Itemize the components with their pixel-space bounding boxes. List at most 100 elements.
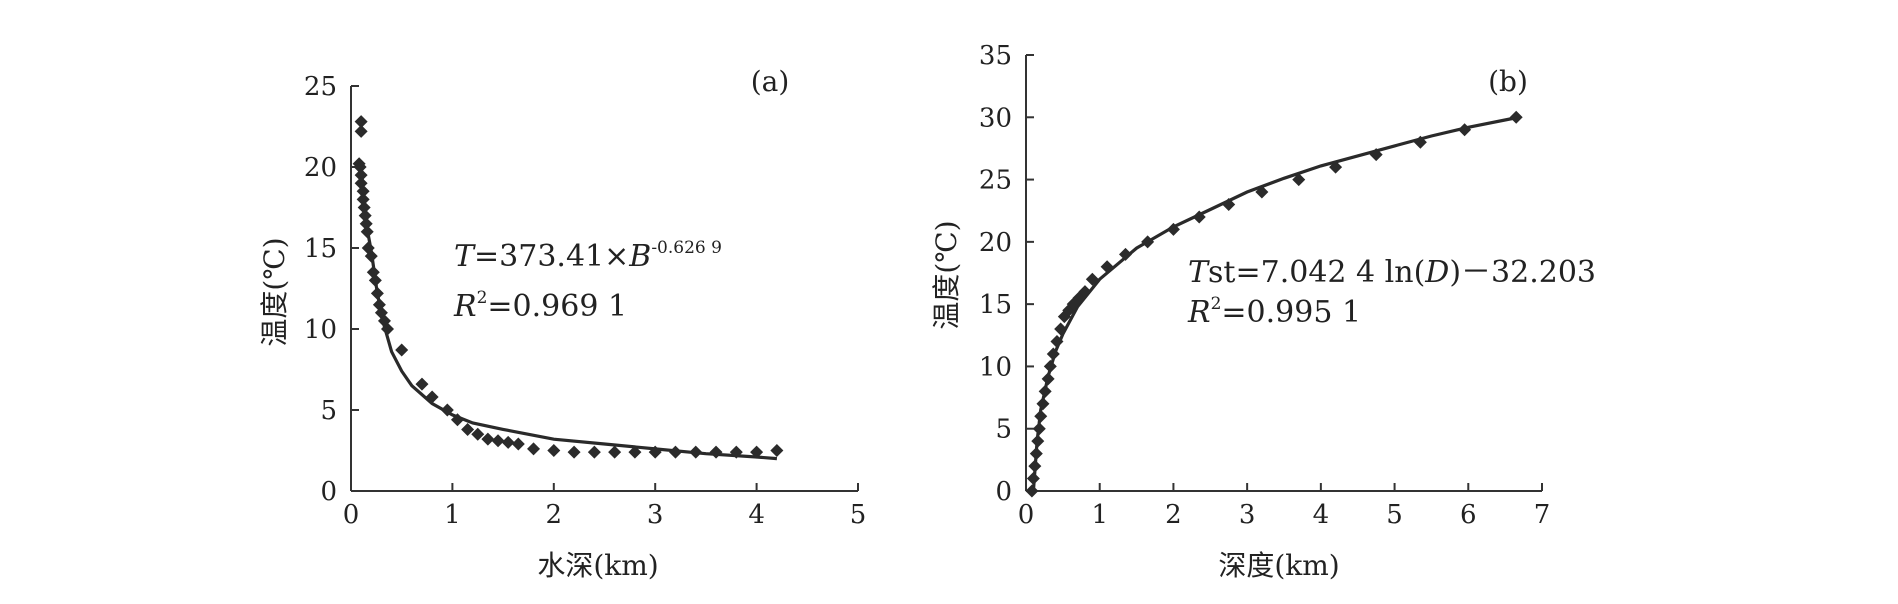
- data-point-a: [354, 115, 368, 129]
- equation-b-var: D: [1424, 255, 1449, 290]
- y-tick-label-b: 35: [979, 41, 1012, 71]
- y-axis-label-a: 温度(℃): [258, 237, 291, 346]
- data-point-a: [354, 124, 368, 138]
- data-point-b: [1078, 285, 1092, 299]
- r2-a-symbol: R: [453, 289, 477, 324]
- data-point-b: [1041, 372, 1055, 386]
- data-point-a: [381, 322, 395, 336]
- r2-a: R2=0.969 1: [453, 288, 627, 324]
- equation-a: T=373.41×B-0.626 9: [454, 238, 722, 274]
- panel-label-b: (b): [1488, 65, 1528, 98]
- x-tick-label-a: 5: [850, 500, 867, 530]
- data-point-a: [356, 192, 370, 206]
- y-tick-label-a: 10: [304, 315, 337, 345]
- data-point-a: [425, 390, 439, 404]
- data-point-b: [1031, 434, 1045, 448]
- x-axis-label-b: 深度(km): [1218, 549, 1339, 582]
- data-point-b: [1028, 459, 1042, 473]
- data-point-b: [1255, 185, 1269, 199]
- r2-b-value: =0.995 1: [1221, 295, 1361, 330]
- data-point-a: [360, 225, 374, 239]
- y-tick-label-a: 15: [304, 234, 337, 264]
- equation-b-mid: st=7.042 4 ln(: [1208, 255, 1425, 290]
- data-point-a: [358, 209, 372, 223]
- data-point-b: [1026, 472, 1040, 486]
- x-tick-label-b: 7: [1534, 500, 1551, 530]
- data-point-b: [1192, 210, 1206, 224]
- data-point-a: [527, 442, 541, 456]
- y-tick-label-b: 25: [979, 166, 1012, 196]
- r2-a-sup: 2: [477, 288, 488, 308]
- y-tick-label-b: 10: [979, 352, 1012, 382]
- data-point-a: [353, 160, 367, 174]
- x-tick-label-b: 0: [1018, 500, 1035, 530]
- x-tick-label-b: 5: [1386, 500, 1403, 530]
- r2-b: R2=0.995 1: [1187, 294, 1361, 330]
- equation-a-var: B: [628, 239, 651, 274]
- data-point-a: [471, 427, 485, 441]
- chart-a: (a) T=373.41×B-0.626 9 R2=0.969 1 水深(km)…: [258, 65, 866, 582]
- data-point-a: [491, 434, 505, 448]
- equation-a-exp: -0.626 9: [651, 238, 722, 258]
- data-point-a: [729, 445, 743, 459]
- panel-label-a: (a): [751, 65, 790, 98]
- equation-a-mid: =373.41×: [474, 239, 629, 274]
- x-tick-label-b: 1: [1091, 500, 1108, 530]
- x-tick-label-b: 6: [1460, 500, 1477, 530]
- data-point-a: [587, 445, 601, 459]
- data-point-b: [1038, 384, 1052, 398]
- data-point-b: [1369, 148, 1383, 162]
- x-tick-label-a: 4: [748, 500, 765, 530]
- x-tick-label-b: 2: [1165, 500, 1182, 530]
- data-point-b: [1029, 447, 1043, 461]
- data-point-b: [1413, 135, 1427, 149]
- equation-b-rest: )－32.203: [1449, 255, 1596, 290]
- x-tick-label-a: 3: [647, 500, 664, 530]
- data-point-b: [1509, 110, 1523, 124]
- x-tick-label-b: 4: [1313, 500, 1330, 530]
- y-tick-label-b: 0: [995, 477, 1012, 507]
- data-point-a: [440, 403, 454, 417]
- data-point-b: [1166, 222, 1180, 236]
- r2-b-sup: 2: [1211, 294, 1222, 314]
- y-axis-label-b: 温度(℃): [930, 220, 963, 329]
- data-point-b: [1292, 173, 1306, 187]
- data-point-a: [547, 444, 561, 457]
- data-point-b: [1329, 160, 1343, 174]
- data-point-a: [511, 437, 525, 451]
- y-tick-label-a: 5: [320, 396, 337, 426]
- data-point-a: [368, 273, 382, 287]
- equation-b: Tst=7.042 4 ln(D)－32.203: [1188, 255, 1596, 290]
- data-point-b: [1032, 422, 1046, 436]
- data-point-a: [628, 445, 642, 459]
- x-tick-label-a: 0: [343, 500, 360, 530]
- data-point-a: [461, 422, 475, 436]
- data-point-a: [648, 445, 662, 459]
- y-tick-label-b: 20: [979, 228, 1012, 258]
- x-axis-label-a: 水深(km): [537, 549, 658, 582]
- data-point-b: [1025, 484, 1039, 498]
- data-point-a: [450, 413, 464, 427]
- r2-b-symbol: R: [1187, 295, 1211, 330]
- data-point-a: [370, 286, 384, 300]
- r2-a-value: =0.969 1: [487, 289, 627, 324]
- data-point-b: [1050, 335, 1064, 349]
- data-point-a: [668, 445, 682, 459]
- x-tick-label-a: 2: [546, 500, 563, 530]
- data-point-a: [395, 343, 409, 357]
- x-tick-label-b: 3: [1239, 500, 1256, 530]
- data-point-a: [750, 445, 764, 459]
- data-point-b: [1036, 397, 1050, 411]
- data-point-a: [567, 445, 581, 459]
- x-tick-label-a: 1: [444, 500, 461, 530]
- equation-b-lhs: T: [1188, 255, 1210, 290]
- y-tick-label-a: 0: [320, 477, 337, 507]
- data-point-b: [1034, 409, 1048, 423]
- data-point-a: [356, 184, 370, 198]
- data-point-b: [1100, 260, 1114, 274]
- equation-a-lhs: T: [454, 239, 476, 274]
- data-point-a: [481, 432, 495, 446]
- data-point-a: [357, 201, 371, 214]
- y-tick-label-a: 20: [304, 153, 337, 183]
